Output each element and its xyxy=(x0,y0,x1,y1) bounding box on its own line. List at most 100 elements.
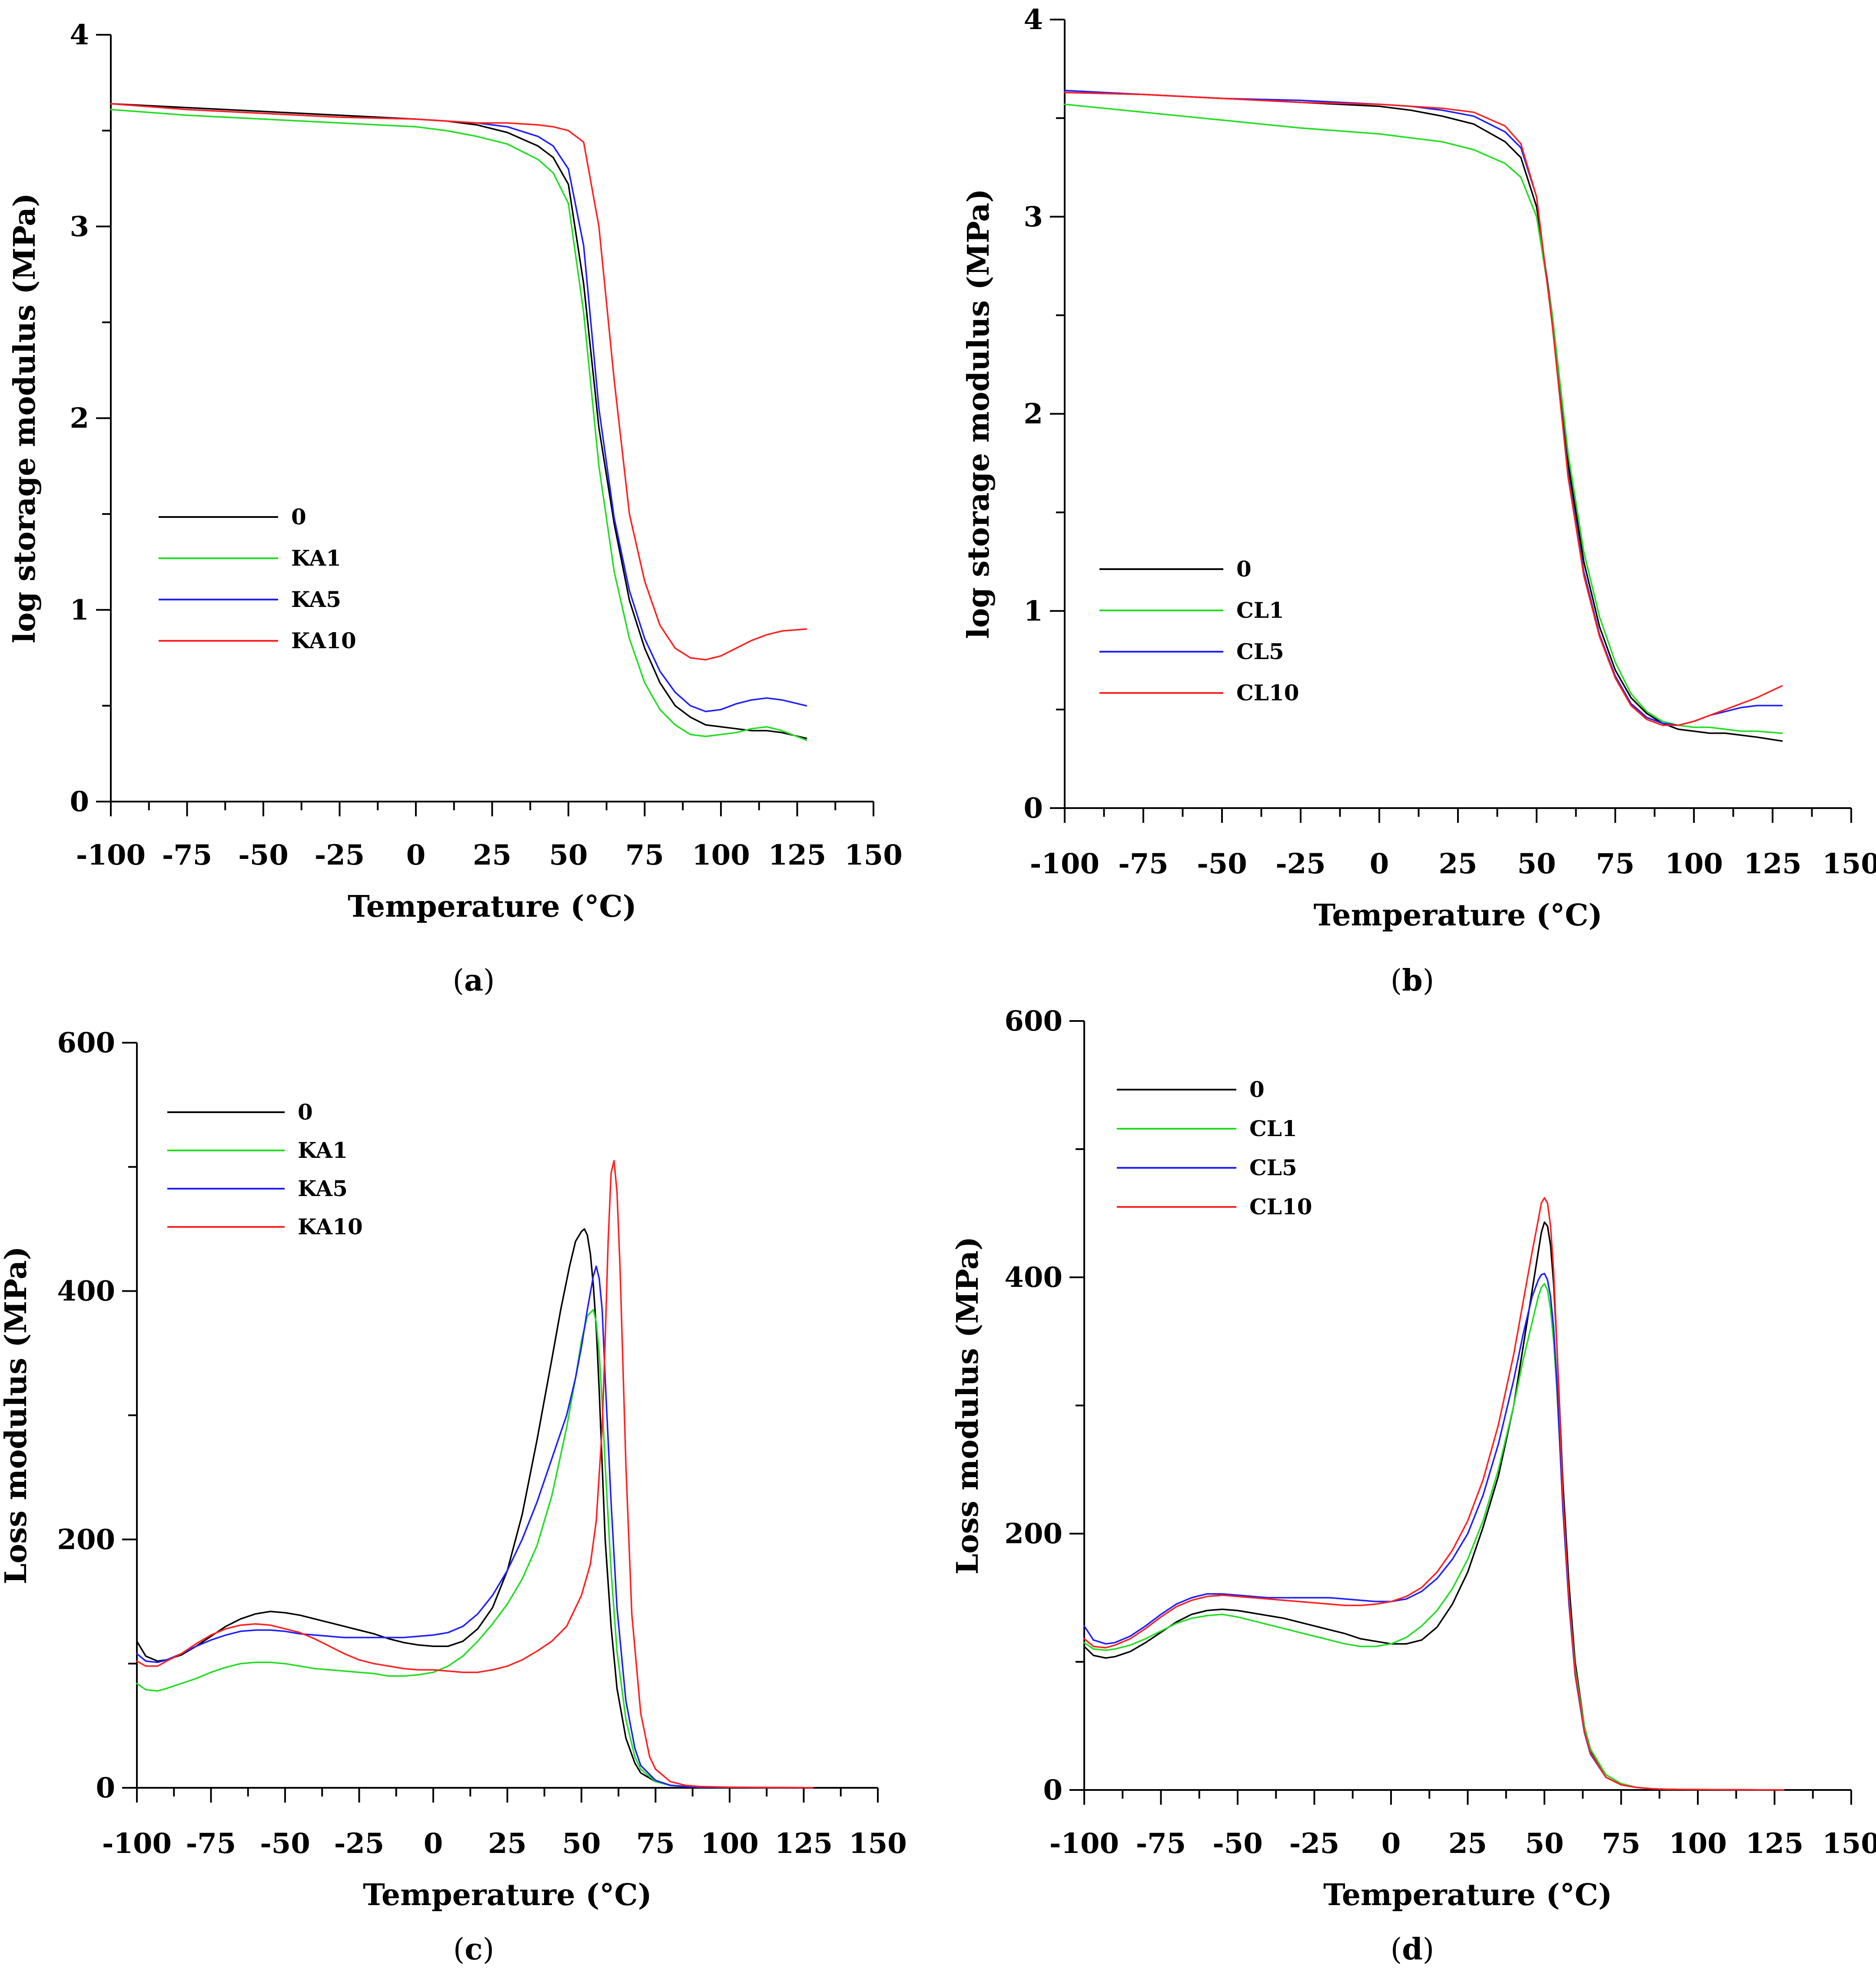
x-tick-label: -100 xyxy=(76,839,146,872)
chart-panel-c: -100 -75 -50 -25 0 25 50 75 100 125 150 0 200 400 600 T… xyxy=(0,1027,907,1967)
panel-label: (c) xyxy=(453,1932,494,1967)
x-tick-label: 125 xyxy=(1746,1827,1804,1860)
legend-label: KA5 xyxy=(298,1176,348,1201)
series-line-cl1 xyxy=(1083,1283,1785,1791)
x-tick-label: 25 xyxy=(488,1827,527,1860)
chart-panel-d: -100 -75 -50 -25 0 25 50 75 100 125 150 0 200 400 600 T… xyxy=(950,1005,1876,1967)
y-tick-label: 0 xyxy=(70,786,89,818)
series-line-0 xyxy=(1064,92,1783,742)
y-tick-label: 4 xyxy=(70,19,89,51)
legend-label: CL10 xyxy=(1249,1194,1312,1220)
y-axis-title: log storage modulus (MPa) xyxy=(961,189,996,639)
y-tick-label: 3 xyxy=(70,210,89,243)
y-tick-label: 0 xyxy=(96,1772,115,1804)
y-tick-label: 2 xyxy=(70,402,89,435)
x-axis-title: Temperature (°C) xyxy=(1323,1878,1612,1912)
series-line-ka10 xyxy=(136,1160,813,1789)
y-tick-label: 0 xyxy=(1023,792,1043,825)
y-tick-label: 200 xyxy=(57,1523,115,1556)
y-tick-label: 1 xyxy=(1023,595,1043,627)
y-axis-title: Loss modulus (MPa) xyxy=(0,1246,33,1584)
panel-letter: a xyxy=(464,963,483,998)
series-line-cl1 xyxy=(1064,103,1783,734)
y-axis-title: Loss modulus (MPa) xyxy=(950,1236,985,1574)
x-tick-label: 75 xyxy=(1602,1827,1640,1860)
series-line-ka1 xyxy=(136,1309,813,1789)
x-tick-label: 50 xyxy=(549,839,588,872)
x-tick-label: 0 xyxy=(1381,1827,1401,1860)
x-tick-label: 100 xyxy=(1669,1827,1727,1860)
x-tick-label: 150 xyxy=(1822,848,1876,880)
x-tick-label: 100 xyxy=(701,1827,759,1860)
series-line-ka5 xyxy=(136,1265,813,1789)
legend-label: CL1 xyxy=(1236,597,1284,623)
x-tick-label: 0 xyxy=(1370,848,1389,880)
legend-label: CL5 xyxy=(1236,639,1284,664)
y-tick-label: 200 xyxy=(1004,1518,1063,1550)
legend-label: 0 xyxy=(291,504,306,530)
panel-letter: d xyxy=(1402,1932,1423,1967)
x-tick-label: -75 xyxy=(1118,848,1169,880)
series-line-cl10 xyxy=(1083,1197,1785,1791)
legend-label: KA5 xyxy=(291,587,341,612)
series-line-ka10 xyxy=(110,103,807,661)
x-tick-label: -100 xyxy=(1049,1827,1119,1860)
x-tick-label: 25 xyxy=(473,839,511,872)
legend-label: 0 xyxy=(1249,1077,1265,1102)
x-tick-label: 75 xyxy=(636,1827,675,1860)
x-tick-label: 100 xyxy=(1665,848,1723,880)
chart-panel-a: -100 -75 -50 -25 0 25 50 75 100 125 150 0 1 2 3 4 Temper… xyxy=(7,19,903,998)
legend-label: KA1 xyxy=(291,545,341,571)
legend-label: CL10 xyxy=(1236,680,1299,706)
y-tick-label: 600 xyxy=(57,1027,115,1059)
panel-label: (d) xyxy=(1391,1932,1434,1967)
x-tick-label: -75 xyxy=(186,1827,236,1860)
x-tick-label: 50 xyxy=(1517,848,1556,880)
x-tick-label: 150 xyxy=(1822,1827,1876,1860)
series-line-0 xyxy=(136,1228,813,1789)
x-tick-label: 25 xyxy=(1438,848,1477,880)
x-axis-title: Temperature (°C) xyxy=(348,889,637,924)
x-axis-title: Temperature (°C) xyxy=(363,1878,652,1912)
x-tick-label: -50 xyxy=(1212,1827,1263,1860)
x-tick-label: -50 xyxy=(1197,848,1247,880)
x-tick-label: 50 xyxy=(1525,1827,1564,1860)
x-tick-label: -100 xyxy=(102,1827,172,1860)
x-tick-label: 75 xyxy=(625,839,664,872)
x-tick-label: 100 xyxy=(692,839,750,872)
legend-label: CL5 xyxy=(1249,1155,1297,1180)
x-tick-label: -25 xyxy=(334,1827,385,1860)
x-tick-label: -25 xyxy=(315,839,365,872)
x-tick-label: 125 xyxy=(1743,848,1802,880)
y-axis-title: log storage modulus (MPa) xyxy=(7,193,42,643)
legend-label: 0 xyxy=(298,1099,313,1125)
x-tick-label: 150 xyxy=(849,1827,907,1860)
panel-label: (a) xyxy=(452,963,495,998)
x-tick-label: 0 xyxy=(424,1827,443,1860)
legend-label: KA10 xyxy=(298,1214,363,1240)
x-tick-label: -50 xyxy=(260,1827,310,1860)
y-tick-label: 3 xyxy=(1023,201,1043,233)
legend-label: KA1 xyxy=(298,1137,348,1163)
panel-letter: b xyxy=(1402,963,1423,998)
series-line-ka1 xyxy=(110,109,807,741)
x-tick-label: 50 xyxy=(562,1827,601,1860)
y-tick-label: 2 xyxy=(1023,398,1043,431)
x-tick-label: 0 xyxy=(406,839,426,872)
x-tick-label: -50 xyxy=(238,839,289,872)
x-tick-label: -100 xyxy=(1030,848,1099,880)
y-tick-label: 1 xyxy=(70,594,89,626)
x-tick-label: 125 xyxy=(768,839,827,872)
y-tick-label: 4 xyxy=(1023,3,1043,36)
x-tick-label: -25 xyxy=(1289,1827,1340,1860)
y-tick-label: 400 xyxy=(57,1275,115,1308)
legend-label: 0 xyxy=(1236,556,1252,582)
series-line-cl10 xyxy=(1064,92,1783,726)
x-tick-label: -75 xyxy=(162,839,213,872)
legend-label: CL1 xyxy=(1249,1116,1297,1141)
y-tick-label: 600 xyxy=(1004,1005,1063,1037)
x-tick-label: 150 xyxy=(844,839,903,872)
panel-letter: c xyxy=(465,1932,482,1967)
legend-label: KA10 xyxy=(291,628,356,653)
